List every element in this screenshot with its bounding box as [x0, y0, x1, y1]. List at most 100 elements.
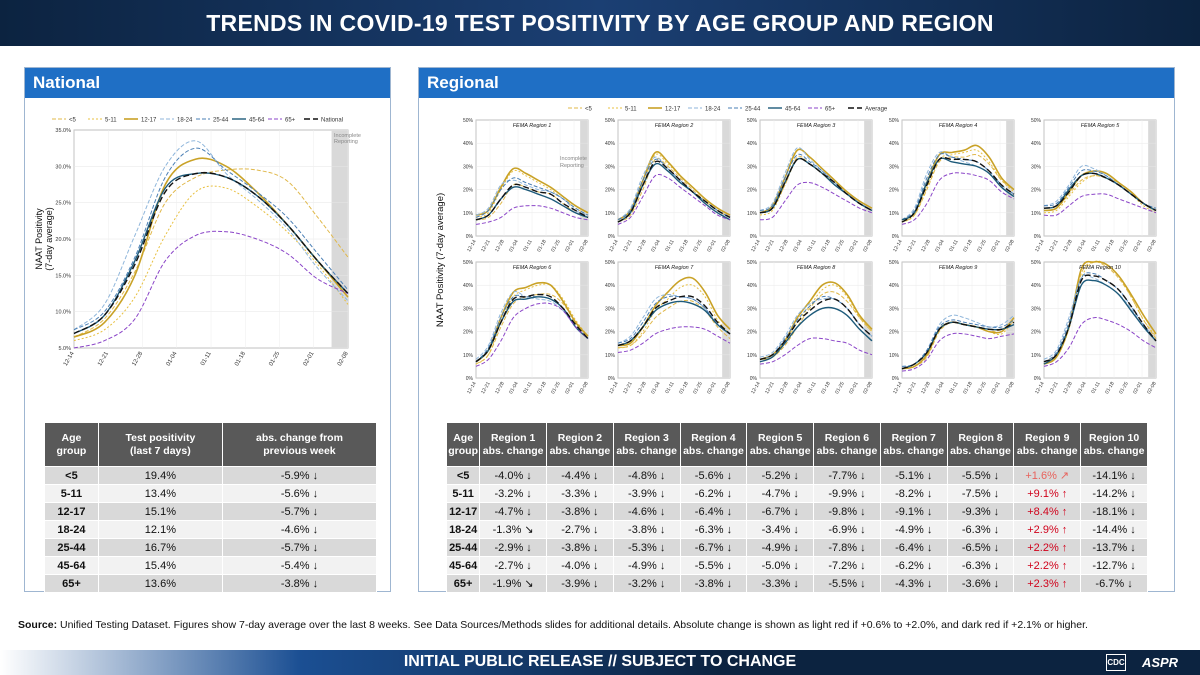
series-line — [759, 181, 873, 221]
table-header-row: Age group Region 1 abs. change Region 2 abs. … — [445, 422, 1148, 467]
series-line — [1043, 169, 1157, 209]
series-line — [475, 283, 589, 365]
value-cell: -4.4% ↓ — [546, 466, 614, 485]
x-tick-label: 02-08 — [1004, 381, 1016, 395]
column-header-line: group — [448, 444, 478, 457]
y-tick-label: 40% — [463, 283, 474, 289]
x-tick-label: 12-28 — [778, 381, 790, 395]
value-cell: -4.9% ↓ — [746, 538, 815, 557]
x-tick-label: 01-04 — [508, 239, 520, 253]
y-tick-label: 25.0% — [55, 201, 71, 207]
x-tick-label: 12-28 — [778, 239, 790, 253]
y-tick-label: 20% — [605, 188, 616, 194]
x-tick-label: 01-04 — [934, 239, 946, 253]
x-tick-label: 02-08 — [578, 381, 590, 395]
x-tick-label: 12-28 — [494, 381, 506, 395]
series-line — [617, 326, 731, 353]
y-tick-label: 50% — [889, 118, 900, 124]
value-cell: -5.6% ↓ — [221, 484, 378, 503]
series-line — [901, 149, 1015, 223]
series-line — [475, 281, 589, 363]
series-line — [475, 205, 589, 225]
y-axis-label: NAAT Positivity — [34, 208, 44, 270]
value-cell: -14.1% ↓ — [1080, 466, 1148, 485]
value-cell: -5.1% ↓ — [879, 466, 948, 485]
x-tick-label: 01-11 — [664, 381, 676, 395]
x-tick-label: 01-18 — [678, 381, 690, 395]
table-row: 45-64 -2.7% ↓ -4.0% ↓ -4.9% ↓ -5.5% ↓ -5.0% ↓… — [445, 556, 1148, 575]
column-header-line: Age — [61, 431, 82, 444]
age-group-cell: 18-24 — [445, 520, 481, 539]
value-cell: -9.8% ↓ — [813, 502, 881, 521]
value-cell: -6.3% ↓ — [946, 556, 1015, 575]
age-group-cell: 65+ — [44, 574, 99, 593]
x-tick-label: 12-28 — [636, 239, 648, 253]
value-cell: -14.4% ↓ — [1080, 520, 1148, 539]
region-title: FEMA Region 4 — [939, 123, 978, 129]
y-tick-label: 30% — [463, 164, 474, 170]
y-tick-label: 30% — [1031, 306, 1042, 312]
x-tick-label: 01-11 — [806, 239, 818, 253]
table-row: 65+ -1.9% ↘ -3.9% ↓ -3.2% ↓ -3.8% ↓ -3.3% ↓ -5… — [445, 574, 1148, 593]
x-tick-label: 02-01 — [564, 381, 576, 395]
x-tick-label: 12-28 — [920, 239, 932, 253]
x-tick-label: 12-14 — [1034, 381, 1046, 395]
legend-label: 18-24 — [177, 118, 193, 124]
source-label: Source: — [18, 619, 58, 631]
value-cell: -14.2% ↓ — [1080, 484, 1148, 503]
series-line — [73, 171, 349, 335]
value-cell: 13.4% — [97, 484, 223, 503]
value-cell: 15.1% — [97, 502, 223, 521]
column-header-line: Region 6 — [824, 431, 870, 444]
y-tick-label: 10% — [747, 353, 758, 359]
value-cell: -5.3% ↓ — [612, 538, 681, 557]
value-cell: 13.6% — [97, 574, 223, 593]
value-cell: -9.1% ↓ — [879, 502, 948, 521]
value-cell: -8.2% ↓ — [879, 484, 948, 503]
x-tick-label: 02-01 — [706, 381, 718, 395]
y-tick-label: 30% — [747, 164, 758, 170]
table-row: 5-11 -3.2% ↓ -3.3% ↓ -3.9% ↓ -6.2% ↓ -4.7% ↓ -… — [445, 484, 1148, 503]
series-line — [759, 157, 873, 214]
table-row: 45-64 15.4% -5.4% ↓ — [44, 556, 378, 575]
column-header: Region 9 abs. change — [1013, 422, 1082, 467]
column-header-line: Region 7 — [891, 431, 936, 444]
x-tick-label: 12-14 — [63, 350, 76, 367]
column-header-line: abs. change — [749, 444, 811, 457]
age-group-cell: 25-44 — [44, 538, 99, 557]
x-tick-label: 01-04 — [508, 381, 520, 395]
y-tick-label: 40% — [747, 141, 758, 147]
x-tick-label: 01-18 — [962, 381, 974, 395]
column-header: Region 3 abs. change — [612, 422, 681, 467]
x-tick-label: 12-21 — [1048, 381, 1060, 395]
x-tick-label: 01-11 — [522, 239, 534, 253]
series-line — [73, 140, 349, 331]
incomplete-label: Incomplete — [334, 133, 361, 139]
legend-label: 45-64 — [785, 107, 801, 113]
y-tick-label: 10% — [889, 211, 900, 217]
x-tick-label: 01-25 — [550, 381, 562, 395]
table-row: <5 -4.0% ↓ -4.4% ↓ -4.8% ↓ -5.6% ↓ -5.2% ↓ -7.… — [445, 466, 1148, 485]
x-tick-label: 12-21 — [1048, 239, 1060, 253]
x-tick-label: 12-28 — [1062, 381, 1074, 395]
x-tick-label: 01-11 — [1090, 381, 1102, 395]
x-tick-label: 12-14 — [1034, 239, 1046, 253]
column-header-line: (last 7 days) — [130, 444, 191, 457]
series-line — [1043, 272, 1157, 363]
column-header-line: abs. change — [482, 444, 544, 457]
y-tick-label: 30% — [463, 306, 474, 312]
value-cell: -5.7% ↓ — [221, 538, 378, 557]
x-tick-label: 01-18 — [820, 239, 832, 253]
x-tick-label: 02-01 — [848, 239, 860, 253]
value-cell: -6.4% ↓ — [879, 538, 948, 557]
x-tick-label: 01-18 — [678, 239, 690, 253]
x-tick-label: 02-08 — [720, 381, 732, 395]
value-cell: -6.7% ↓ — [746, 502, 815, 521]
legend-label: <5 — [69, 118, 77, 124]
y-tick-label: 0% — [1034, 234, 1042, 240]
national-header: National — [25, 68, 390, 98]
x-tick-label: 02-08 — [1146, 381, 1158, 395]
y-tick-label: 50% — [1031, 260, 1042, 266]
y-tick-label: 40% — [889, 283, 900, 289]
value-cell: -2.7% ↓ — [546, 520, 614, 539]
